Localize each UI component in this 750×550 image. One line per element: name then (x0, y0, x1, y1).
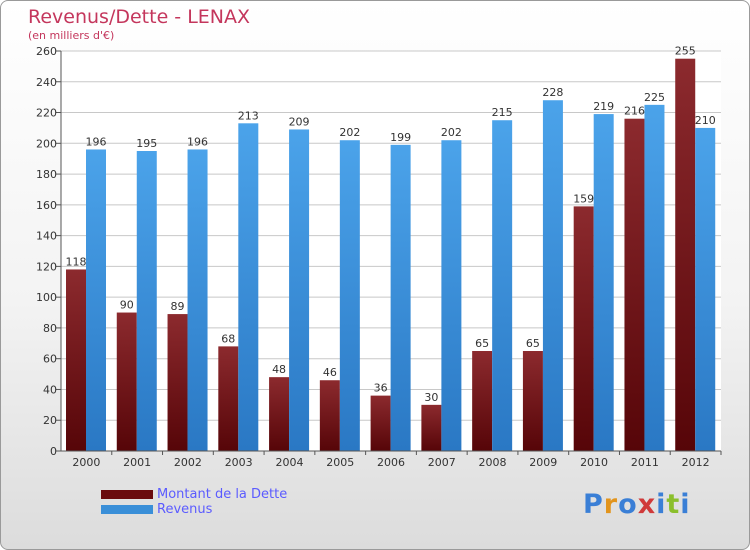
bar-dette (319, 380, 340, 451)
bar-dette (269, 377, 290, 451)
y-tick-label: 240 (36, 76, 57, 89)
data-label-revenus: 228 (542, 86, 563, 99)
bar-revenus (441, 140, 462, 451)
data-label-dette: 65 (475, 337, 489, 350)
bar-dette (370, 395, 391, 451)
bar-dette (472, 351, 493, 451)
legend-label-dette: Montant de la Dette (157, 487, 288, 502)
data-label-revenus: 225 (644, 91, 665, 104)
data-label-dette: 216 (624, 105, 645, 118)
bar-revenus (86, 149, 106, 451)
logo-letter: o (618, 489, 638, 520)
data-label-revenus: 195 (136, 137, 157, 150)
bar-dette (522, 351, 543, 451)
bar-dette (66, 269, 86, 451)
data-label-dette: 30 (424, 391, 438, 404)
y-tick-label: 80 (43, 322, 57, 335)
y-tick-label: 180 (36, 168, 57, 181)
x-tick-label: 2005 (326, 456, 354, 469)
data-label-revenus: 196 (86, 135, 107, 148)
bar-revenus (289, 129, 310, 451)
bar-revenus (695, 127, 716, 451)
logo-letter: r (603, 489, 619, 520)
bar-dette (675, 58, 696, 451)
x-tick-label: 2003 (225, 456, 253, 469)
bar-dette (573, 206, 594, 451)
x-tick-label: 2009 (529, 456, 557, 469)
bar-revenus (492, 120, 513, 451)
data-label-revenus: 209 (289, 115, 310, 128)
data-label-dette: 65 (526, 337, 540, 350)
y-tick-label: 260 (36, 45, 57, 58)
y-tick-label: 60 (43, 353, 57, 366)
bar-revenus (644, 104, 665, 451)
bar-revenus (187, 149, 208, 451)
proxiti-logo: Proxiti (583, 489, 691, 520)
legend-item-dette: Montant de la Dette (101, 487, 287, 502)
data-label-dette: 68 (221, 332, 235, 345)
y-tick-label: 0 (50, 445, 57, 458)
x-tick-label: 2001 (123, 456, 151, 469)
logo-letter: i (680, 489, 691, 520)
legend-swatch-revenus (101, 505, 153, 514)
y-tick-label: 220 (36, 107, 57, 120)
y-tick-label: 120 (36, 260, 57, 273)
data-label-revenus: 210 (695, 114, 716, 127)
x-tick-label: 2007 (428, 456, 456, 469)
bar-dette (116, 312, 137, 451)
y-tick-label: 200 (36, 137, 57, 150)
data-label-dette: 159 (573, 192, 594, 205)
bar-revenus (593, 114, 614, 452)
legend-item-revenus: Revenus (101, 502, 287, 517)
logo-letter: x (637, 489, 657, 520)
y-tick-label: 20 (43, 414, 57, 427)
data-label-dette: 48 (272, 363, 286, 376)
x-tick-label: 2011 (631, 456, 659, 469)
chart-subtitle: (en milliers d'€) (28, 29, 115, 42)
x-tick-label: 2012 (682, 456, 710, 469)
legend-label-revenus: Revenus (157, 502, 213, 517)
data-label-revenus: 196 (187, 135, 208, 148)
data-label-revenus: 215 (492, 106, 513, 119)
legend: Montant de la Dette Revenus (101, 487, 287, 517)
logo-letter: i (656, 489, 667, 520)
x-tick-label: 2008 (479, 456, 507, 469)
x-tick-label: 2000 (72, 456, 100, 469)
logo-letter: P (583, 489, 604, 520)
data-label-dette: 118 (66, 255, 87, 268)
x-tick-label: 2002 (174, 456, 202, 469)
bar-revenus (390, 144, 411, 451)
data-label-revenus: 199 (390, 131, 411, 144)
y-tick-label: 40 (43, 383, 57, 396)
data-label-dette: 255 (675, 45, 696, 58)
y-tick-label: 160 (36, 199, 57, 212)
data-label-revenus: 213 (238, 109, 259, 122)
bar-dette (167, 314, 188, 451)
data-label-revenus: 202 (339, 126, 360, 139)
bar-dette (421, 404, 442, 451)
data-label-dette: 89 (171, 300, 185, 313)
x-tick-label: 2006 (377, 456, 405, 469)
data-label-revenus: 219 (593, 100, 614, 113)
bar-revenus (136, 151, 157, 451)
legend-swatch-dette (101, 490, 153, 499)
data-label-revenus: 202 (441, 126, 462, 139)
x-tick-label: 2010 (580, 456, 608, 469)
y-tick-label: 140 (36, 230, 57, 243)
bar-revenus (339, 140, 360, 451)
data-label-dette: 90 (120, 299, 134, 312)
x-tick-label: 2004 (275, 456, 303, 469)
bar-revenus (238, 123, 259, 452)
bar-dette (218, 346, 239, 451)
logo-letter: t (666, 489, 681, 520)
bar-revenus (542, 100, 563, 451)
chart-title: Revenus/Dette - LENAX (28, 6, 251, 28)
data-label-dette: 36 (374, 382, 388, 395)
y-tick-label: 100 (36, 291, 57, 304)
bar-dette (624, 118, 645, 451)
data-label-dette: 46 (323, 366, 337, 379)
